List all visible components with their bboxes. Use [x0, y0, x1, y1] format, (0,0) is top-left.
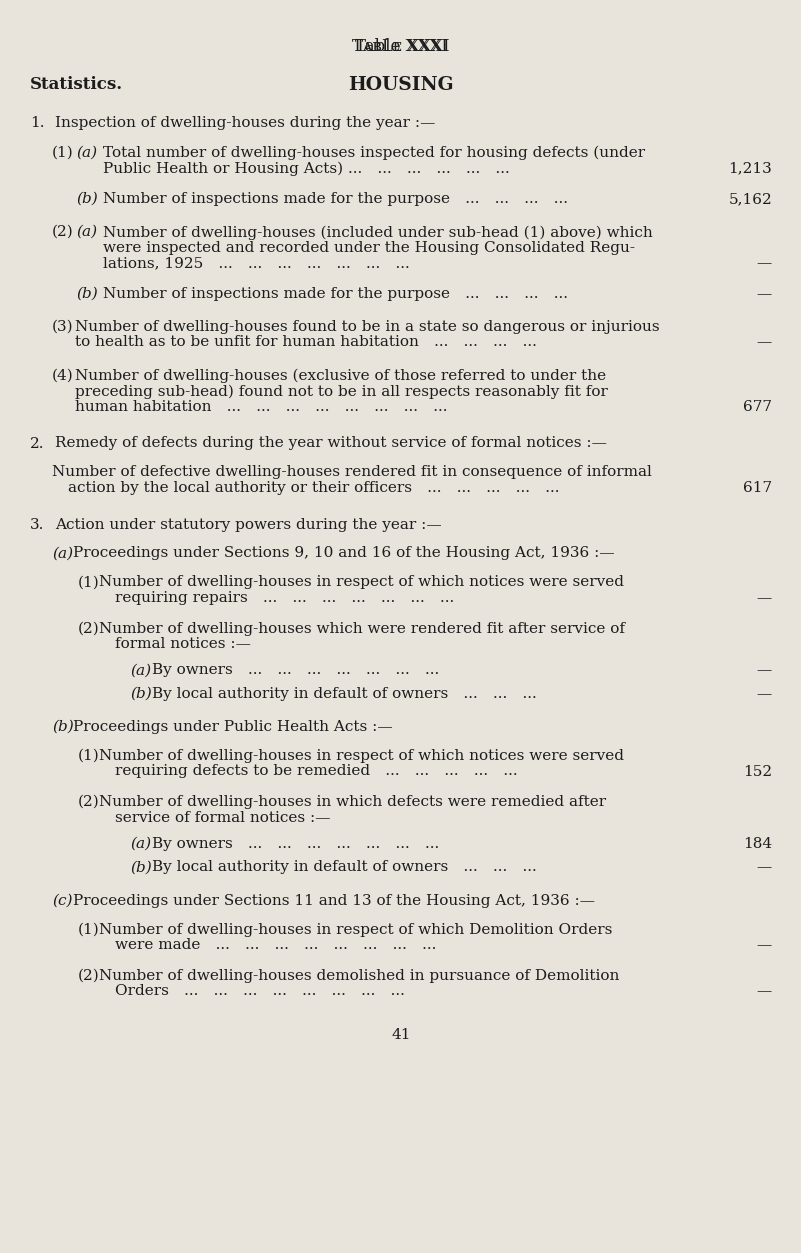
Text: (2): (2)	[78, 969, 100, 982]
Text: 5,162: 5,162	[728, 192, 772, 205]
Text: 2.: 2.	[30, 436, 45, 451]
Text: (a): (a)	[130, 663, 151, 678]
Text: —: —	[757, 287, 772, 301]
Text: Number of defective dwelling-houses rendered fit in consequence of informal: Number of defective dwelling-houses rend…	[52, 465, 652, 480]
Text: 152: 152	[743, 764, 772, 778]
Text: (b): (b)	[52, 720, 74, 734]
Text: By owners ... ... ... ... ... ... ...: By owners ... ... ... ... ... ... ...	[152, 663, 439, 678]
Text: lations, 1925 ... ... ... ... ... ... ...: lations, 1925 ... ... ... ... ... ... ..…	[103, 256, 410, 271]
Text: Number of dwelling-houses in respect of which notices were served: Number of dwelling-houses in respect of …	[99, 575, 624, 589]
Text: Number of dwelling-houses (exclusive of those referred to under the: Number of dwelling-houses (exclusive of …	[75, 368, 606, 383]
Text: (b): (b)	[130, 861, 151, 875]
Text: formal notices :—: formal notices :—	[115, 637, 251, 652]
Text: (b): (b)	[76, 287, 98, 301]
Text: Public Health or Housing Acts) ... ... ... ... ... ...: Public Health or Housing Acts) ... ... .…	[103, 162, 509, 175]
Text: (1): (1)	[78, 575, 100, 589]
Text: 677: 677	[743, 400, 772, 413]
Text: human habitation ... ... ... ... ... ... ... ...: human habitation ... ... ... ... ... ...…	[75, 400, 448, 413]
Text: (2): (2)	[78, 796, 100, 809]
Text: Number of dwelling-houses demolished in pursuance of Demolition: Number of dwelling-houses demolished in …	[99, 969, 619, 982]
Text: Number of dwelling-houses (included under sub-head (1) above) which: Number of dwelling-houses (included unde…	[103, 226, 653, 239]
Text: (4): (4)	[52, 368, 74, 382]
Text: (3): (3)	[52, 320, 74, 335]
Text: (a): (a)	[76, 145, 97, 159]
Text: 617: 617	[743, 481, 772, 495]
Text: requiring defects to be remedied ... ... ... ... ...: requiring defects to be remedied ... ...…	[115, 764, 517, 778]
Text: (1): (1)	[52, 145, 74, 159]
Text: —: —	[757, 861, 772, 875]
Text: Remedy of defects during the year without service of formal notices :—: Remedy of defects during the year withou…	[55, 436, 607, 451]
Text: Proceedings under Public Health Acts :—: Proceedings under Public Health Acts :—	[73, 720, 392, 734]
Text: were made ... ... ... ... ... ... ... ...: were made ... ... ... ... ... ... ... ..…	[115, 938, 437, 952]
Text: requiring repairs ... ... ... ... ... ... ...: requiring repairs ... ... ... ... ... ..…	[115, 591, 454, 605]
Text: TᴀʙLᴇ XXXI: TᴀʙLᴇ XXXI	[352, 38, 450, 55]
Text: —: —	[757, 938, 772, 952]
Text: preceding sub-head) found not to be in all respects reasonably fit for: preceding sub-head) found not to be in a…	[75, 385, 608, 398]
Text: Number of dwelling-houses in respect of which notices were served: Number of dwelling-houses in respect of …	[99, 749, 624, 763]
Text: 3.: 3.	[30, 517, 44, 531]
Text: Number of inspections made for the purpose ... ... ... ...: Number of inspections made for the purpo…	[103, 192, 568, 205]
Text: (2): (2)	[78, 621, 100, 635]
Text: (b): (b)	[76, 192, 98, 205]
Text: Action under statutory powers during the year :—: Action under statutory powers during the…	[55, 517, 441, 531]
Text: Orders ... ... ... ... ... ... ... ...: Orders ... ... ... ... ... ... ... ...	[115, 985, 405, 999]
Text: By local authority in default of owners ... ... ...: By local authority in default of owners …	[152, 861, 537, 875]
Text: Inspection of dwelling-houses during the year :—: Inspection of dwelling-houses during the…	[55, 117, 436, 130]
Text: 184: 184	[743, 837, 772, 851]
Text: —: —	[757, 663, 772, 678]
Text: Number of dwelling-houses in respect of which Demolition Orders: Number of dwelling-houses in respect of …	[99, 922, 613, 937]
Text: (1): (1)	[78, 922, 100, 937]
Text: —: —	[757, 256, 772, 271]
Text: Proceedings under Sections 9, 10 and 16 of the Housing Act, 1936 :—: Proceedings under Sections 9, 10 and 16 …	[73, 546, 614, 560]
Text: 1.: 1.	[30, 117, 45, 130]
Text: 41: 41	[391, 1027, 411, 1042]
Text: Total number of dwelling-houses inspected for housing defects (under: Total number of dwelling-houses inspecte…	[103, 145, 645, 160]
Text: Statistics.: Statistics.	[30, 76, 123, 93]
Text: (a): (a)	[76, 226, 97, 239]
Text: to health as to be unfit for human habitation ... ... ... ...: to health as to be unfit for human habit…	[75, 336, 537, 350]
Text: Number of dwelling-houses found to be in a state so dangerous or injurious: Number of dwelling-houses found to be in…	[75, 320, 660, 335]
Text: —: —	[757, 591, 772, 605]
Text: 1,213: 1,213	[728, 162, 772, 175]
Text: (c): (c)	[52, 893, 73, 907]
Text: Table XXXI: Table XXXI	[355, 38, 448, 55]
Text: By owners ... ... ... ... ... ... ...: By owners ... ... ... ... ... ... ...	[152, 837, 439, 851]
Text: (b): (b)	[130, 687, 151, 700]
Text: (a): (a)	[130, 837, 151, 851]
Text: Number of dwelling-houses which were rendered fit after service of: Number of dwelling-houses which were ren…	[99, 621, 625, 635]
Text: By local authority in default of owners ... ... ...: By local authority in default of owners …	[152, 687, 537, 700]
Text: —: —	[757, 985, 772, 999]
Text: Number of inspections made for the purpose ... ... ... ...: Number of inspections made for the purpo…	[103, 287, 568, 301]
Text: Number of dwelling-houses in which defects were remedied after: Number of dwelling-houses in which defec…	[99, 796, 606, 809]
Text: —: —	[757, 336, 772, 350]
Text: (1): (1)	[78, 749, 100, 763]
Text: Proceedings under Sections 11 and 13 of the Housing Act, 1936 :—: Proceedings under Sections 11 and 13 of …	[73, 893, 595, 907]
Text: action by the local authority or their officers ... ... ... ... ...: action by the local authority or their o…	[68, 481, 560, 495]
Text: (2): (2)	[52, 226, 74, 239]
Text: —: —	[757, 687, 772, 700]
Text: were inspected and recorded under the Housing Consolidated Regu-: were inspected and recorded under the Ho…	[103, 241, 635, 254]
Text: (a): (a)	[52, 546, 73, 560]
Text: HOUSING: HOUSING	[348, 76, 454, 94]
Text: service of formal notices :—: service of formal notices :—	[115, 811, 331, 824]
